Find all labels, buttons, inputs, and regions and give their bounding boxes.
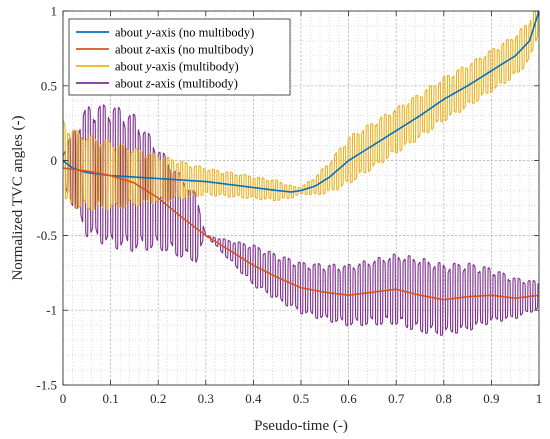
x-tick-label: 0.6 xyxy=(340,391,357,406)
axis-ticks xyxy=(62,10,540,386)
x-axis-label: Pseudo-time (-) xyxy=(254,418,348,434)
x-tick-label: 0.1 xyxy=(102,391,118,406)
x-tick-label: 0.9 xyxy=(483,391,499,406)
series-line-1 xyxy=(63,167,539,301)
plot-area xyxy=(63,11,539,336)
y-tick-label: -1.5 xyxy=(36,378,57,393)
y-tick-label: -0.5 xyxy=(36,228,57,243)
series-line-0 xyxy=(63,11,539,193)
x-tick-label: 0.2 xyxy=(150,391,166,406)
x-tick-label: 0 xyxy=(60,391,67,406)
y-axis-label: Normalized TVC angles (-) xyxy=(10,115,26,280)
y-tick-label: 0.5 xyxy=(41,78,57,93)
tick-labels: 0 0.1 0.2 0.3 0.4 0.5 0.6 0.7 0.8 0.9 1 -1.5 -1 -0.5 0… xyxy=(36,4,542,407)
x-tick-label: 0.8 xyxy=(436,391,452,406)
legend-entry: about y-axis (no multibody) xyxy=(115,26,254,40)
x-tick-label: 0.5 xyxy=(293,391,309,406)
legend: about y-axis (no multibody) about z-axis … xyxy=(68,18,291,96)
y-tick-label: -1 xyxy=(46,303,57,318)
series-line-2 xyxy=(63,11,539,211)
x-tick-label: 1 xyxy=(536,391,543,406)
x-tick-label: 0.3 xyxy=(198,391,214,406)
x-tick-label: 0.4 xyxy=(245,391,262,406)
series-line-3 xyxy=(63,104,539,336)
legend-entry: about y-axis (multibody) xyxy=(115,60,239,74)
y-tick-label: 0 xyxy=(51,153,58,168)
x-tick-label: 0.7 xyxy=(388,391,405,406)
y-tick-label: 1 xyxy=(51,4,58,19)
legend-entry: about z-axis (no multibody) xyxy=(115,43,254,57)
legend-entry: about z-axis (multibody) xyxy=(115,77,238,91)
